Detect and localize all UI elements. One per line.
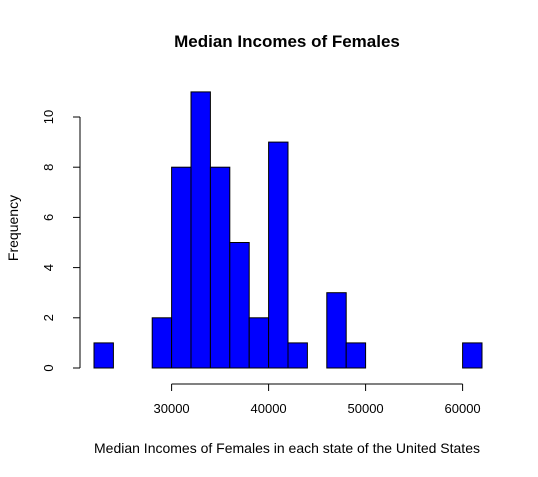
histogram-bar — [93, 342, 114, 369]
histogram-bar — [326, 292, 347, 369]
y-tick-label: 6 — [41, 214, 56, 221]
y-tick-label: 8 — [41, 164, 56, 171]
y-tick-label: 2 — [41, 314, 56, 321]
histogram-bar — [462, 342, 483, 369]
histogram-bar — [287, 342, 308, 369]
histogram-bar — [151, 317, 173, 369]
y-tick-label: 0 — [41, 364, 56, 371]
x-axis: 30000 40000 50000 60000 — [154, 383, 481, 416]
histogram-bar — [209, 166, 231, 369]
bars-group — [93, 91, 483, 369]
y-axis: 0 2 4 6 8 10 — [41, 110, 81, 372]
x-axis-label: Median Incomes of Females in each state … — [94, 440, 480, 456]
x-tick-label: 40000 — [251, 401, 287, 416]
x-tick-label: 60000 — [445, 401, 481, 416]
histogram-bar — [171, 166, 192, 369]
x-tick-label: 50000 — [348, 401, 384, 416]
y-tick-label: 4 — [41, 264, 56, 271]
histogram-bar — [229, 242, 250, 369]
histogram-bar — [248, 317, 270, 369]
y-axis-label: Frequency — [5, 195, 21, 261]
histogram-bar — [345, 342, 367, 369]
x-tick-label: 30000 — [154, 401, 190, 416]
y-tick-label: 10 — [41, 110, 56, 124]
chart-title: Median Incomes of Females — [174, 32, 400, 51]
histogram-bar — [190, 91, 211, 369]
histogram-bar — [268, 141, 289, 369]
